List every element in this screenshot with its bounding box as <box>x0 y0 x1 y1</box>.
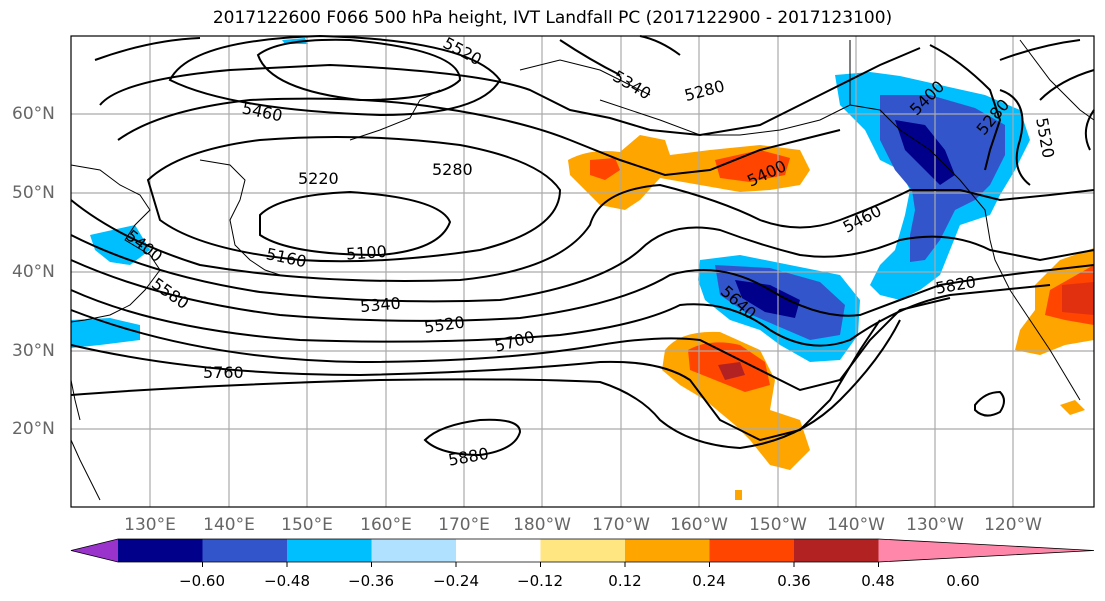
colorbar-tick-label: −0.12 <box>517 572 563 590</box>
lon-label: 150°E <box>281 515 333 535</box>
lat-label: 60°N <box>12 104 55 124</box>
lon-label: 160°E <box>360 515 412 535</box>
lon-label: 130°E <box>124 515 176 535</box>
map-frame <box>70 35 1095 508</box>
lon-label: 140°W <box>827 515 885 535</box>
colorbar-segment <box>287 539 372 562</box>
colorbar-tick-label: 0.36 <box>777 572 811 590</box>
lat-label: 20°N <box>12 419 55 439</box>
lat-label: 30°N <box>12 341 55 361</box>
colorbar-tick-label: −0.48 <box>264 572 310 590</box>
colorbar-tick-label: 0.12 <box>608 572 642 590</box>
colorbar-segment <box>371 539 457 562</box>
contour-label: 5340 <box>359 294 401 316</box>
lon-label: 160°W <box>670 515 728 535</box>
map-title: 2017122600 F066 500 hPa height, IVT Land… <box>212 8 893 28</box>
colorbar-tick-label: 0.60 <box>946 572 980 590</box>
height-contours <box>70 34 1095 457</box>
lon-label: 150°W <box>749 515 807 535</box>
lon-label: 180°W <box>513 515 571 535</box>
colorbar <box>70 538 1095 567</box>
lat-label: 50°N <box>12 183 55 203</box>
lon-label: 170°W <box>592 515 650 535</box>
colorbar-segment <box>118 539 203 562</box>
colorbar-segment <box>456 539 541 562</box>
contour-label: 5100 <box>345 242 387 264</box>
lon-label: 130°W <box>906 515 964 535</box>
colorbar-segment <box>794 539 879 562</box>
colorbar-extend-max <box>878 539 1094 562</box>
lon-label: 140°E <box>203 515 255 535</box>
lat-label: 40°N <box>12 262 55 282</box>
colorbar-extend-min <box>71 539 118 562</box>
colorbar-segment <box>709 539 795 562</box>
colorbar-segment <box>202 539 288 562</box>
contour-label: 5220 <box>298 169 339 188</box>
colorbar-tick-label: −0.60 <box>179 572 225 590</box>
colorbar-segment <box>540 539 626 562</box>
colorbar-tick-label: −0.24 <box>433 572 479 590</box>
contour-label: 5280 <box>432 160 473 179</box>
gridlines <box>71 36 1094 507</box>
colorbar-tick-label: 0.48 <box>861 572 895 590</box>
colorbar-tick-label: −0.36 <box>348 572 394 590</box>
colorbar-tick-label: 0.24 <box>692 572 726 590</box>
colorbar-segment <box>625 539 710 562</box>
colorbar-outline <box>70 538 1095 563</box>
lon-label: 170°E <box>438 515 490 535</box>
contour-label: 5760 <box>203 363 244 382</box>
lon-label: 120°W <box>984 515 1042 535</box>
coastlines <box>70 39 1095 501</box>
